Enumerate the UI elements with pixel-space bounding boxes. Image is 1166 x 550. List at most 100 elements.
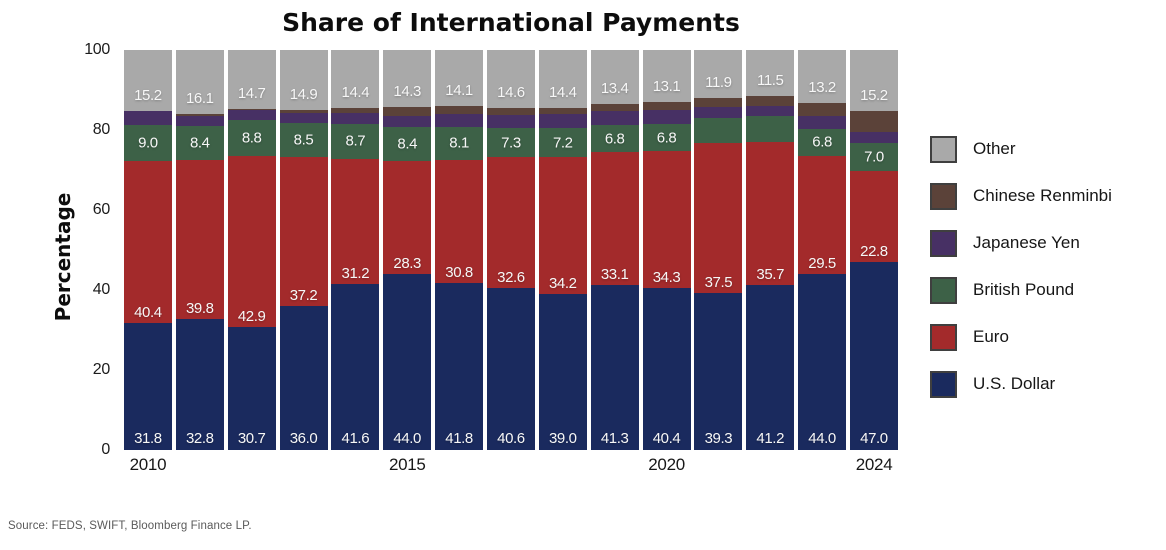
segment-gbp-2018: 7.2	[538, 128, 587, 158]
bar-column-2015: 14.3 8.4 28.3 44.0	[383, 50, 432, 450]
legend-swatch-icon	[930, 323, 957, 351]
segment-euro-2012: 42.9	[227, 155, 276, 328]
value-label-usd-2012: 30.7	[237, 429, 266, 447]
segment-rmb-2011	[175, 114, 224, 116]
bar-2012: 14.7 8.8 42.9 30.7	[226, 50, 278, 450]
bar-column-2011: 16.1 8.4 39.8 32.8	[175, 50, 224, 450]
segment-other-2012: 14.7	[227, 50, 276, 109]
segment-yen-2012	[227, 110, 276, 121]
value-label-other-2014: 14.4	[341, 83, 370, 101]
legend-label: Japanese Yen	[973, 233, 1080, 252]
segment-yen-2023	[798, 115, 847, 129]
segment-gbp-2019: 6.8	[590, 125, 639, 153]
segment-euro-2010: 40.4	[123, 161, 172, 323]
value-label-usd-2014: 41.6	[341, 429, 370, 447]
segment-gbp-2023: 6.8	[798, 128, 847, 156]
segment-rmb-2023	[798, 102, 847, 116]
segment-euro-2023: 29.5	[798, 155, 847, 274]
segment-usd-2020: 40.4	[642, 288, 691, 450]
bar-column-2023: 13.2 6.8 29.5 44.0	[798, 50, 847, 450]
value-label-usd-2018: 39.0	[548, 429, 577, 447]
segment-other-2011: 16.1	[175, 50, 224, 115]
bar-2022: 11.5 35.7 41.2	[744, 50, 796, 450]
value-label-other-2012: 14.7	[237, 84, 266, 102]
segment-yen-2019	[590, 111, 639, 126]
y-axis-ticks: 100 80 60 40 20 0	[20, 41, 111, 458]
segment-euro-2021: 37.5	[694, 142, 743, 293]
value-label-gbp-2020: 6.8	[656, 129, 677, 147]
segment-euro-2017: 32.6	[486, 157, 535, 288]
value-label-euro-2012: 42.9	[237, 308, 266, 326]
value-label-usd-2013: 36.0	[289, 429, 318, 447]
segment-usd-2023: 44.0	[798, 273, 847, 450]
value-label-other-2019: 13.4	[600, 79, 629, 97]
value-label-gbp-2023: 6.8	[812, 133, 832, 151]
segment-euro-2018: 34.2	[538, 157, 587, 294]
segment-gbp-2020: 6.8	[642, 123, 691, 152]
segment-gbp-2011: 8.4	[175, 125, 224, 160]
y-tick-80: 80	[92, 121, 111, 138]
segment-other-2022: 11.5	[746, 50, 795, 96]
segment-euro-2016: 30.8	[435, 159, 484, 283]
y-tick-60: 60	[92, 201, 111, 218]
bar-2018: 14.4 7.2 34.2 39.0	[537, 50, 589, 450]
segment-rmb-2024	[849, 110, 898, 132]
bar-column-2012: 14.7 8.8 42.9 30.7	[227, 50, 276, 450]
legend-swatch-icon	[930, 229, 957, 257]
value-label-gbp-2014: 8.7	[345, 132, 366, 150]
bar-2024: 15.2 7.0 22.8 47.0	[848, 50, 900, 450]
value-label-other-2023: 13.2	[808, 78, 836, 96]
segment-yen-2020	[642, 109, 691, 124]
value-label-usd-2024: 47.0	[860, 429, 888, 447]
segment-other-2021: 11.9	[694, 50, 743, 98]
x-tick-2024: 2024	[855, 455, 893, 474]
segment-other-2010: 15.2	[123, 50, 172, 111]
bar-2011: 16.1 8.4 39.8 32.8	[174, 50, 226, 450]
segment-euro-2013: 37.2	[279, 157, 328, 306]
value-label-usd-2019: 41.3	[600, 429, 629, 447]
segment-usd-2014: 41.6	[331, 283, 380, 450]
y-tick-0: 0	[101, 441, 110, 458]
bar-2015: 14.3 8.4 28.3 44.0	[381, 50, 433, 450]
value-label-usd-2022: 41.2	[756, 429, 785, 447]
segment-euro-2024: 22.8	[849, 170, 898, 262]
segment-usd-2021: 39.3	[694, 292, 743, 450]
segment-other-2015: 14.3	[383, 50, 432, 108]
segment-yen-2018	[538, 114, 587, 129]
segment-euro-2019: 33.1	[590, 152, 639, 285]
legend-label: Other	[973, 139, 1016, 158]
segment-gbp-2024: 7.0	[849, 142, 898, 171]
x-tick-2020: 2020	[648, 455, 685, 474]
segment-rmb-2021	[694, 97, 743, 108]
segment-other-2018: 14.4	[538, 50, 587, 108]
segment-other-2016: 14.1	[435, 50, 484, 107]
segment-euro-2014: 31.2	[331, 158, 380, 284]
segment-other-2019: 13.4	[590, 50, 639, 104]
segment-yen-2013	[279, 112, 328, 124]
legend-item-british-pound: British Pound	[930, 275, 1112, 305]
bar-column-2022: 11.5 35.7 41.2	[746, 50, 795, 450]
legend-item-japanese-yen: Japanese Yen	[930, 228, 1112, 258]
value-label-euro-2021: 37.5	[704, 273, 733, 291]
value-label-usd-2020: 40.4	[652, 429, 681, 447]
legend-swatch-icon	[930, 370, 957, 398]
bar-2010: 15.2 9.0 40.4 31.8	[122, 50, 174, 450]
segment-usd-2024: 47.0	[849, 261, 898, 450]
value-label-usd-2011: 32.8	[185, 429, 214, 447]
legend: Other Chinese Renminbi Japanese Yen British…	[930, 134, 1112, 399]
x-axis-ticks: 2010 2015 2020 2024	[122, 455, 900, 481]
value-label-gbp-2012: 8.8	[241, 129, 262, 147]
segment-yen-2015	[383, 115, 432, 128]
segment-yen-2011	[175, 115, 224, 126]
segment-usd-2010: 31.8	[123, 322, 172, 450]
segment-yen-2021	[694, 107, 743, 118]
segment-euro-2022: 35.7	[746, 142, 795, 286]
bar-column-2013: 14.9 8.5 37.2 36.0	[279, 50, 328, 450]
segment-rmb-2022	[746, 96, 795, 106]
bar-2013: 14.9 8.5 37.2 36.0	[278, 50, 330, 450]
segment-rmb-2019	[590, 103, 639, 112]
segment-usd-2016: 41.8	[435, 282, 484, 450]
segment-usd-2011: 32.8	[175, 318, 224, 450]
y-tick-20: 20	[92, 361, 111, 378]
segment-rmb-2016	[435, 106, 484, 114]
